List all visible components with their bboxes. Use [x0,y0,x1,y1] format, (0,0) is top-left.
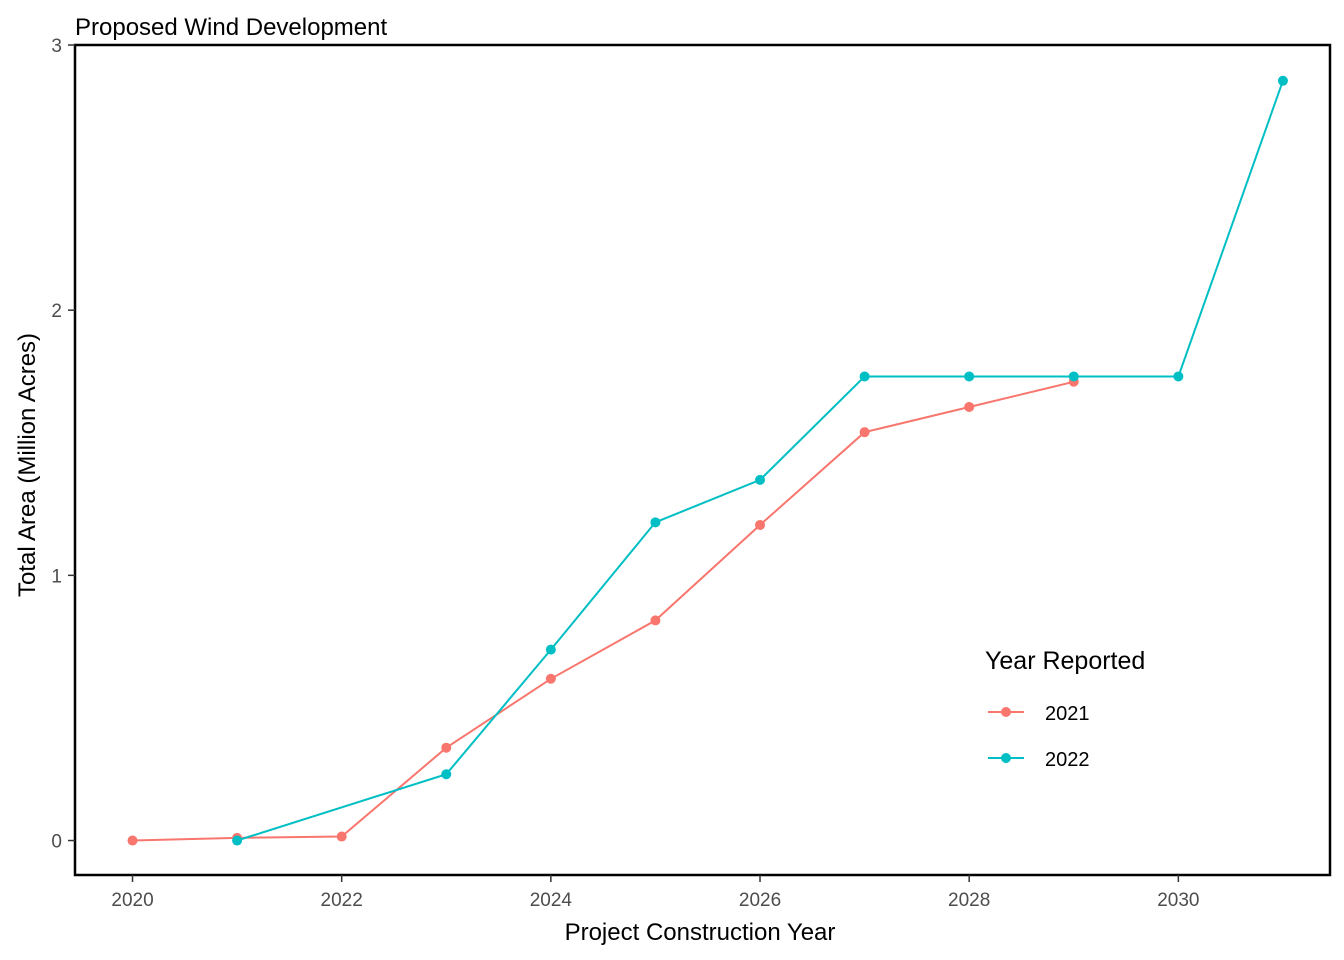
x-tick-label: 2022 [321,890,363,911]
x-tick-label: 2020 [111,890,153,911]
series-line-2021 [132,380,1075,842]
legend-label: 2022 [1045,749,1090,771]
x-tick-label: 2030 [1157,890,1199,911]
series-line-2022 [236,80,1284,842]
data-point-2021 [859,427,870,438]
chart-title: Proposed Wind Development [75,14,387,41]
y-axis-title: Total Area (Million Acres) [14,333,41,597]
plot-border [73,43,1332,877]
data-point-2022 [1173,371,1184,382]
data-point-2021 [755,519,766,530]
data-point-2021 [964,401,975,412]
x-tick-label: 2028 [948,890,990,911]
data-point-2021 [127,835,138,846]
data-point-2021 [650,615,661,626]
data-point-2022 [650,517,661,528]
data-point-2022 [545,644,556,655]
legend-title: Year Reported [985,647,1145,675]
y-tick-label: 1 [51,566,62,587]
data-point-2022 [1277,75,1288,86]
data-point-2021 [441,742,452,753]
legend-label: 2021 [1045,703,1090,725]
data-point-2022 [964,371,975,382]
data-point-2022 [859,371,870,382]
legend-key-point [1001,707,1011,717]
y-tick-label: 2 [51,301,62,322]
legend: Year Reported 2021 2022 [985,647,1145,771]
x-axis-title: Project Construction Year [565,919,836,946]
data-point-2022 [1068,371,1079,382]
data-point-2021 [545,673,556,684]
x-tick-label: 2024 [530,890,573,911]
legend-key-point [1001,753,1011,763]
data-point-2022 [441,769,452,780]
x-tick-label: 2026 [739,890,781,911]
data-point-2022 [755,474,766,485]
plot-area: 2020 2022 2024 2026 2028 2030 0 1 2 3 [51,36,1332,911]
data-point-2022 [232,835,243,846]
y-tick-label: 0 [51,832,62,853]
data-point-2021 [336,831,347,842]
y-tick-label: 3 [51,36,62,57]
